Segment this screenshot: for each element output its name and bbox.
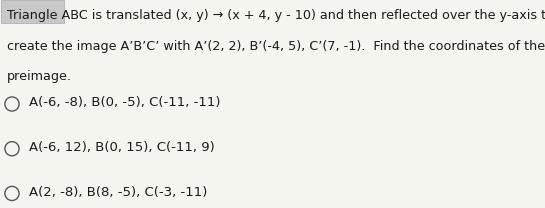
Text: A(-6, 12), B(0, 15), C(-11, 9): A(-6, 12), B(0, 15), C(-11, 9) (29, 141, 215, 154)
Text: preimage.: preimage. (7, 70, 71, 83)
Text: A(-6, -8), B(0, -5), C(-11, -11): A(-6, -8), B(0, -5), C(-11, -11) (29, 97, 220, 109)
Text: A(2, -8), B(8, -5), C(-3, -11): A(2, -8), B(8, -5), C(-3, -11) (29, 186, 207, 199)
Text: create the image A’B’C’ with A’(2, 2), B’(-4, 5), C’(7, -1).  Find the coordinat: create the image A’B’C’ with A’(2, 2), B… (7, 40, 544, 53)
Text: Triangle ABC is translated (x, y) → (x + 4, y - 10) and then reflected over the : Triangle ABC is translated (x, y) → (x +… (7, 9, 545, 22)
FancyBboxPatch shape (1, 0, 64, 23)
